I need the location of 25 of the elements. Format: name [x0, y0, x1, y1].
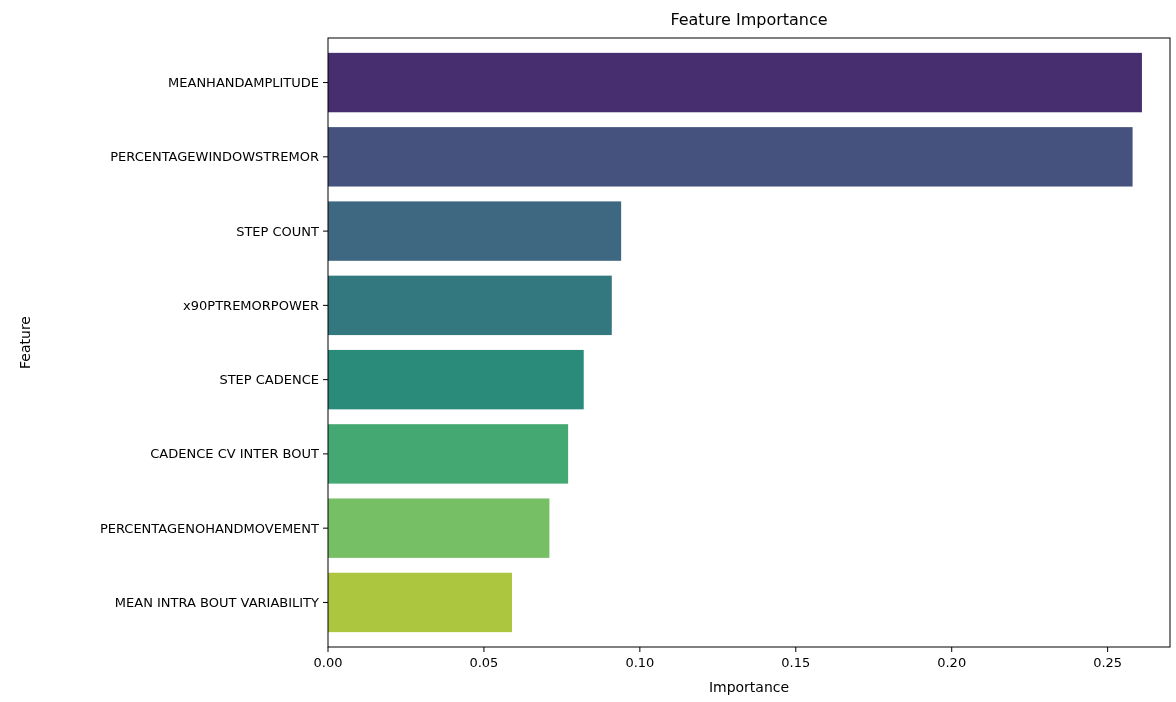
x-axis-title: Importance [708, 679, 790, 695]
x-tick-label: 0.00 [313, 655, 343, 670]
y-tick-label: STEP CADENCE [219, 372, 319, 388]
x-tick-label: 0.05 [469, 655, 499, 670]
y-tick-label: STEP COUNT [236, 223, 320, 239]
x-tick-label: 0.10 [625, 655, 655, 670]
x-tick-label: 0.25 [1093, 655, 1123, 670]
y-axis-title: Feature [17, 316, 33, 369]
bar [328, 572, 512, 633]
y-tick-label: CADENCE CV INTER BOUT [150, 446, 320, 462]
bar [328, 275, 612, 336]
bar [328, 127, 1133, 187]
y-tick-label: x90PTREMORPOWER [183, 297, 319, 313]
y-tick-label: PERCENTAGENOHANDMOVEMENT [99, 520, 320, 536]
y-tick-label: PERCENTAGEWINDOWSTREMOR [110, 149, 319, 165]
bar [328, 424, 569, 484]
bar [328, 201, 622, 261]
bar [328, 52, 1142, 113]
y-tick-label: MEAN INTRA BOUT VARIABILITY [114, 594, 320, 610]
x-tick-label: 0.20 [937, 655, 967, 670]
y-tick-label: MEANHANDAMPLITUDE [168, 75, 319, 91]
chart-title: Feature Importance [670, 10, 828, 29]
x-tick-label: 0.15 [781, 655, 811, 670]
bar [328, 498, 550, 558]
bar [328, 349, 584, 410]
